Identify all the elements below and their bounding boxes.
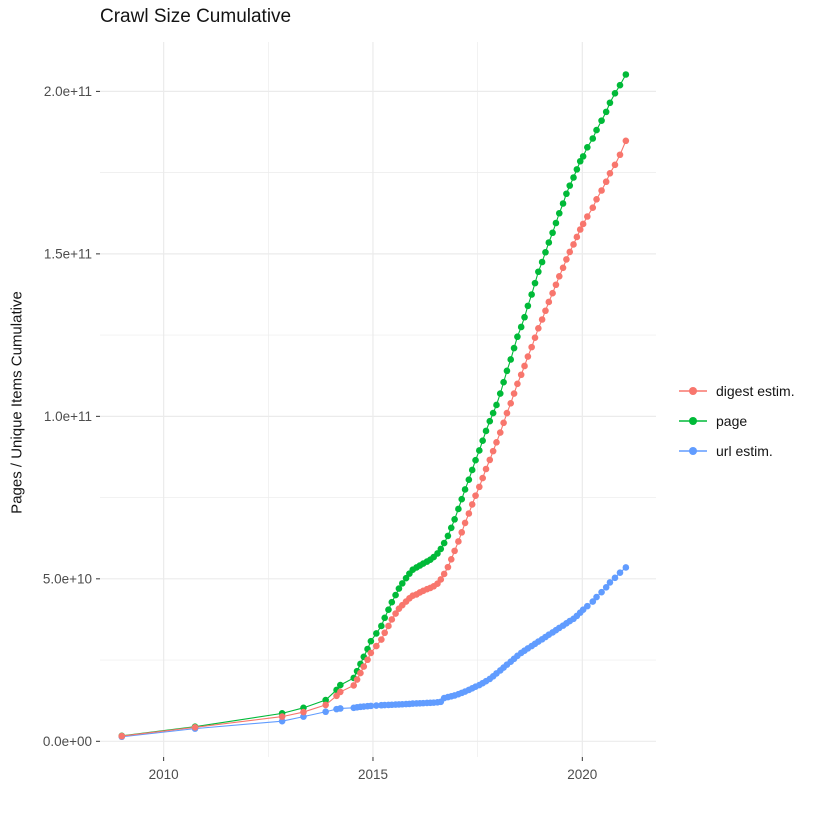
chart-title: Crawl Size Cumulative — [100, 6, 292, 27]
axis-tick-marks — [96, 90, 583, 761]
x-axis-tick-labels: 2010 2015 2020 — [149, 767, 598, 782]
legend-label-digest-estim: digest estim. — [716, 383, 795, 399]
series-page-points — [118, 71, 630, 740]
legend-label-url-estim: url estim. — [716, 443, 773, 459]
y-axis-tick-labels: 0.0e+00 5.0e+10 1.0e+11 1.5e+11 2.0e+11 — [43, 84, 92, 749]
series-page — [118, 71, 630, 740]
y-tick-label: 5.0e+10 — [43, 571, 92, 586]
x-tick-label: 2010 — [149, 767, 179, 782]
y-tick-label: 1.5e+11 — [44, 246, 92, 261]
x-tick-label: 2020 — [567, 767, 597, 782]
x-tick-label: 2015 — [358, 767, 388, 782]
series-digest-estim — [118, 137, 630, 740]
legend-entry-url-estim: url estim. — [678, 436, 795, 466]
legend-key-digest-estim — [679, 387, 707, 395]
legend-key-url-estim — [679, 447, 707, 455]
legend-entry-digest-estim: digest estim. — [678, 376, 795, 406]
minor-gridlines — [100, 42, 656, 757]
legend-key-page — [679, 417, 707, 425]
legend-label-page: page — [716, 413, 748, 429]
y-tick-label: 1.0e+11 — [44, 409, 92, 424]
y-tick-label: 2.0e+11 — [44, 84, 92, 99]
series-digest-estim-points — [118, 137, 630, 740]
y-tick-label: 0.0e+00 — [43, 734, 92, 749]
legend: digest estim. page url estim. — [678, 376, 795, 466]
legend-entry-page: page — [678, 406, 795, 436]
major-gridlines — [100, 42, 656, 757]
